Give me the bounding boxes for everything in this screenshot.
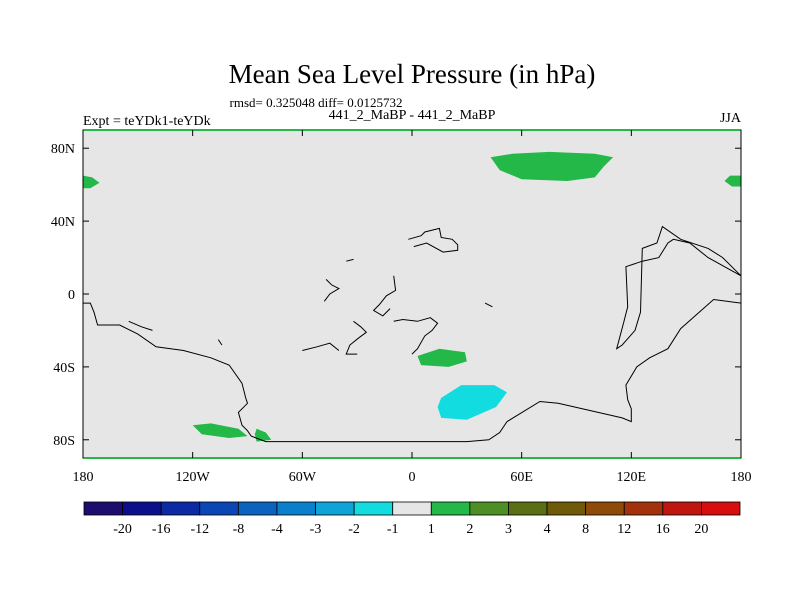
coastline-6 — [408, 227, 459, 253]
colorbar-swatch — [237, 501, 278, 516]
colorbar-label: 12 — [617, 522, 631, 537]
coastline-8 — [346, 258, 354, 262]
colorbar-swatch — [392, 501, 432, 516]
y-tick-label: 40N — [51, 215, 75, 230]
south-atlantic-positive-region — [417, 348, 467, 367]
colorbar: -20 -16 -12 -8 -4 -3 -2 -1 1 2 3 4 8 12 16 20 — [83, 501, 741, 537]
colorbar-label: 1 — [428, 522, 435, 537]
axes: 180 120W 60W 0 60E 120E 180 80N 40N 0 40S 80S — [51, 130, 752, 485]
x-tick-label: 120E — [617, 470, 647, 485]
colorbar-label: 8 — [582, 522, 589, 537]
colorbar-swatch — [122, 501, 162, 516]
antarctic-positive-b-region — [254, 428, 272, 442]
map-background — [83, 130, 741, 458]
coastline-2 — [372, 275, 397, 317]
colorbar-swatch — [276, 501, 316, 516]
y-tick-label: 80N — [51, 142, 75, 157]
colorbar-label: -12 — [190, 522, 209, 537]
colorbar-swatch — [701, 501, 741, 516]
date-line-positive-west-region — [83, 175, 100, 189]
anomaly-fills — [83, 151, 741, 442]
colorbar-swatch — [83, 501, 123, 516]
colorbar-label: -3 — [310, 522, 322, 537]
x-tick-label: 0 — [409, 470, 416, 485]
colorbar-label: -2 — [348, 522, 360, 537]
colorbar-label: -8 — [233, 522, 245, 537]
colorbar-label: -4 — [271, 522, 283, 537]
stats-label: rmsd= 0.325048 diff= 0.0125732 — [230, 95, 403, 110]
x-tick-label: 60W — [289, 470, 317, 485]
y-tick-label: 0 — [68, 288, 75, 303]
colorbar-label: -16 — [152, 522, 171, 537]
antarctic-positive-a-region — [192, 423, 248, 438]
colorbar-label: 20 — [694, 522, 708, 537]
colorbar-swatch — [546, 501, 587, 516]
coastline-7 — [323, 279, 340, 302]
colorbar-label: -20 — [113, 522, 132, 537]
colorbar-label: 4 — [544, 522, 551, 537]
colorbar-swatch — [315, 501, 355, 516]
south-indian-negative-region — [437, 385, 507, 420]
coastline-9 — [484, 302, 493, 308]
arctic-positive-region — [490, 151, 614, 181]
x-tick-label: 60E — [510, 470, 533, 485]
colorbar-swatch — [585, 501, 625, 516]
colorbar-label: 3 — [505, 522, 512, 537]
colorbar-swatch — [662, 501, 702, 516]
x-tick-label: 120W — [176, 470, 211, 485]
expt-label: Expt = teYDk1-teYDk — [83, 114, 211, 129]
coastline-3 — [345, 320, 368, 355]
date-line-positive-east-region — [724, 175, 741, 187]
y-tick-label: 80S — [53, 434, 75, 449]
colorbar-label: 2 — [466, 522, 473, 537]
coastline-0 — [83, 298, 742, 443]
colorbar-swatch — [469, 501, 509, 516]
y-tick-label: 40S — [53, 361, 75, 376]
x-tick-label: 180 — [731, 470, 752, 485]
colorbar-swatch — [623, 501, 664, 516]
coastline-1 — [615, 225, 742, 350]
colorbar-label: 16 — [656, 522, 670, 537]
coastline-10 — [128, 320, 153, 331]
x-tick-label: 180 — [73, 470, 94, 485]
coastlines — [83, 225, 742, 443]
colorbar-swatch — [430, 501, 471, 516]
coastline-11 — [217, 339, 223, 346]
chart-title: Mean Sea Level Pressure (in hPa) — [229, 59, 596, 89]
coastline-5 — [393, 317, 439, 355]
colorbar-swatch — [160, 501, 201, 516]
colorbar-swatch — [508, 501, 548, 516]
case-label: 441_2_MaBP - 441_2_MaBP — [329, 108, 496, 123]
season-label: JJA — [720, 111, 742, 126]
colorbar-swatch — [353, 501, 394, 516]
colorbar-swatch — [199, 501, 239, 516]
colorbar-label: -1 — [387, 522, 399, 537]
coastline-4 — [302, 342, 340, 351]
